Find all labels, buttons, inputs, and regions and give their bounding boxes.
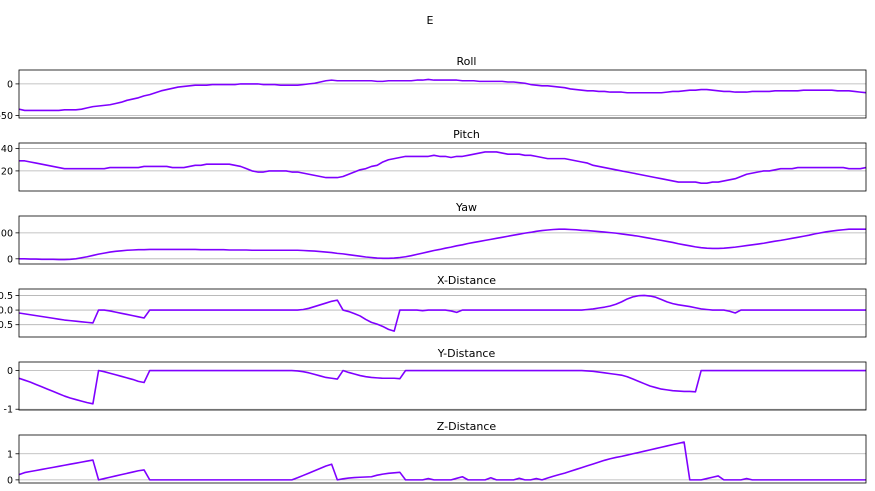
subplot-title: X-Distance (437, 274, 496, 287)
subplot-title: Pitch (453, 128, 480, 141)
axes-frame (18, 361, 867, 411)
axes-frame (18, 215, 867, 265)
y-tick-label: 100 (0, 228, 13, 239)
series-line (19, 78, 866, 112)
y-tick-label: 0.5 (0, 291, 13, 302)
subplots-container: Roll0-50Pitch4020Yaw1000X-Distance0.50.0… (0, 55, 867, 486)
subplot-yaw: Yaw 100 0 (0, 201, 867, 265)
y-tick-label: -0.5 (0, 320, 13, 331)
subplot-title: Z-Distance (437, 420, 497, 433)
series-line (19, 151, 866, 184)
subplot-x-distance: X-Distance 0.5 0.0 -0.5 (0, 274, 867, 338)
series-line (19, 369, 866, 405)
axes-frame (18, 434, 867, 484)
y-tick-label: 1 (7, 449, 13, 460)
y-tick-label: 0 (7, 366, 13, 377)
series-line (19, 441, 866, 481)
axes-frame (18, 142, 867, 192)
y-tick-label: 20 (1, 166, 13, 177)
y-tick-label: 0 (7, 79, 13, 90)
subplot-z-distance: Z-Distance 1 0 (7, 420, 867, 486)
axes-frame (18, 69, 867, 119)
axes-frame (18, 288, 867, 338)
y-tick-label: 0 (7, 475, 13, 486)
figure-suptitle: E (427, 14, 434, 27)
subplot-title: Y-Distance (437, 347, 496, 360)
y-tick-label: 0 (7, 254, 13, 265)
y-tick-label: -1 (4, 405, 13, 416)
subplot-y-distance: Y-Distance 0 -1 (4, 347, 867, 416)
y-tick-label: 40 (1, 144, 13, 155)
subplot-title: Roll (457, 55, 477, 68)
subplot-title: Yaw (455, 201, 477, 214)
series-line (19, 294, 866, 332)
subplot-roll: Roll 0 -50 (0, 55, 867, 122)
series-line (19, 228, 866, 261)
subplot-pitch: Pitch 40 20 (1, 128, 867, 192)
y-tick-label: 0.0 (0, 306, 13, 317)
y-tick-label: -50 (0, 111, 13, 122)
